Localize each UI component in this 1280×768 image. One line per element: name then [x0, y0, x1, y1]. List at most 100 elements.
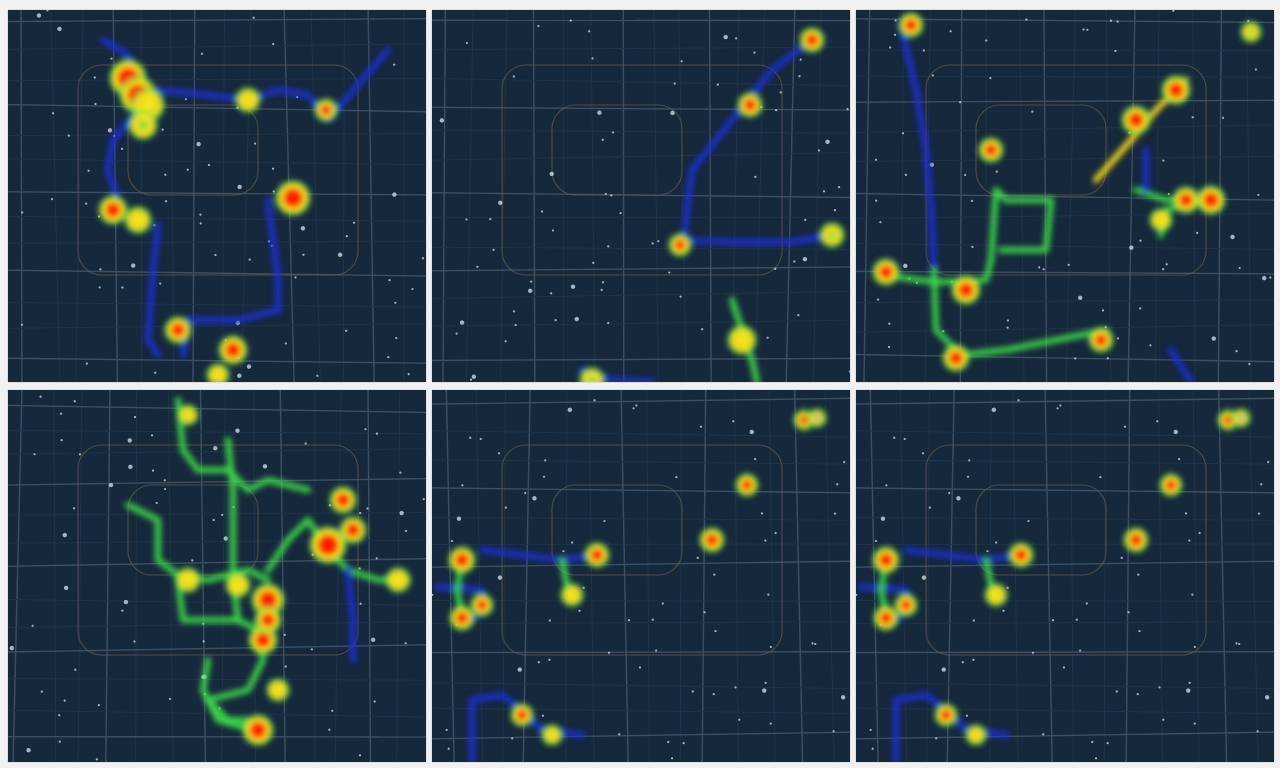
intersection-dot [549, 171, 554, 177]
intersection-dot [127, 438, 132, 443]
heat-overlay [872, 12, 1262, 382]
intersection-dot [1188, 539, 1191, 542]
intersection-dot [1106, 741, 1109, 745]
intersection-dot [700, 328, 704, 331]
intersection-dot [931, 74, 934, 77]
intersection-dot [1123, 425, 1127, 428]
intersection-dot [713, 573, 716, 576]
street-line [8, 43, 426, 50]
intersection-dot [1156, 420, 1159, 423]
street-line [1217, 390, 1228, 762]
heat-spot [984, 583, 1008, 607]
intersection-dot [901, 132, 905, 135]
heat-spot [1159, 473, 1183, 497]
heat-spot [737, 92, 763, 118]
street-line [8, 678, 426, 681]
heat-trail [904, 548, 1023, 562]
intersection-dot [1115, 690, 1118, 693]
intersection-dot [548, 619, 551, 622]
heat-spot [218, 335, 248, 365]
heat-spot [942, 344, 970, 372]
intersection-dot [885, 484, 888, 487]
intersection-dot [879, 221, 882, 224]
intersection-dot [235, 428, 240, 433]
intersection-dot [284, 665, 287, 668]
intersection-dot [200, 52, 204, 55]
street-line [432, 319, 850, 327]
intersection-dot [1106, 357, 1109, 360]
intersection-dot [59, 412, 63, 415]
intersection-dot [550, 292, 553, 295]
intersection-dot [618, 733, 621, 736]
heat-spot [251, 583, 285, 617]
intersection-dot [562, 550, 565, 553]
intersection-dot [889, 46, 892, 49]
intersection-dot [921, 575, 927, 580]
heat-spot [807, 408, 827, 428]
street-line [432, 291, 850, 299]
heat-spot [242, 714, 274, 746]
heat-spot [1196, 185, 1226, 215]
intersection-dot [9, 645, 15, 651]
intersection-dot [248, 258, 251, 261]
intersection-dot [213, 446, 218, 451]
intersection-dot [682, 741, 685, 745]
intersection-dot [128, 464, 133, 470]
heat-spot [873, 605, 899, 631]
intersection-dot [966, 475, 970, 478]
intersection-dot [1238, 642, 1241, 646]
map-canvas [432, 10, 850, 382]
intersection-dot [404, 642, 407, 645]
intersection-dot [1120, 556, 1123, 559]
intersection-dot [358, 754, 362, 757]
street-line [590, 10, 596, 382]
intersection-dot [123, 599, 129, 605]
intersection-dot [994, 541, 998, 544]
intersection-dot [651, 242, 654, 245]
street-line [432, 397, 850, 405]
intersection-dot [1038, 266, 1041, 269]
intersection-dot [358, 567, 361, 570]
intersection-dot [654, 649, 658, 652]
intersection-dot [51, 112, 55, 115]
intersection-dot [271, 167, 275, 170]
intersection-dot [1238, 266, 1241, 270]
intersection-dot [762, 688, 767, 693]
intersection-dot [151, 469, 155, 472]
intersection-dot [370, 637, 376, 642]
intersection-dot [540, 210, 544, 213]
heat-spot [1123, 527, 1149, 553]
intersection-dot [574, 316, 579, 322]
heat-spot [98, 195, 128, 225]
intersection-dot [986, 550, 989, 553]
street-network [432, 10, 850, 382]
intersection-dot [1235, 350, 1238, 353]
intersection-dot [164, 200, 168, 203]
intersection-dot [754, 457, 757, 461]
intersection-dot [202, 640, 205, 643]
intersection-dot [504, 506, 507, 509]
heat-trail [879, 188, 1053, 284]
street-line [432, 77, 850, 87]
intersection-dot [98, 286, 101, 289]
heat-spot [449, 605, 475, 631]
intersection-dot [876, 298, 880, 301]
intersection-dot [769, 645, 772, 649]
intersection-dot [388, 279, 391, 282]
intersection-dot [36, 13, 42, 18]
intersection-dot [1031, 651, 1035, 654]
intersection-dot [78, 453, 82, 456]
intersection-dot [422, 498, 425, 501]
heat-spot [309, 526, 347, 564]
intersection-dot [1230, 234, 1235, 240]
intersection-dot [461, 484, 464, 487]
intersection-dot [304, 442, 307, 445]
intersection-dot [74, 668, 77, 671]
intersection-dot [1261, 275, 1267, 281]
intersection-dot [732, 420, 735, 423]
heat-spot [579, 367, 605, 382]
street-line [1044, 390, 1053, 762]
street-line [679, 390, 682, 762]
heat-spot [177, 404, 199, 426]
street-line [20, 10, 23, 382]
